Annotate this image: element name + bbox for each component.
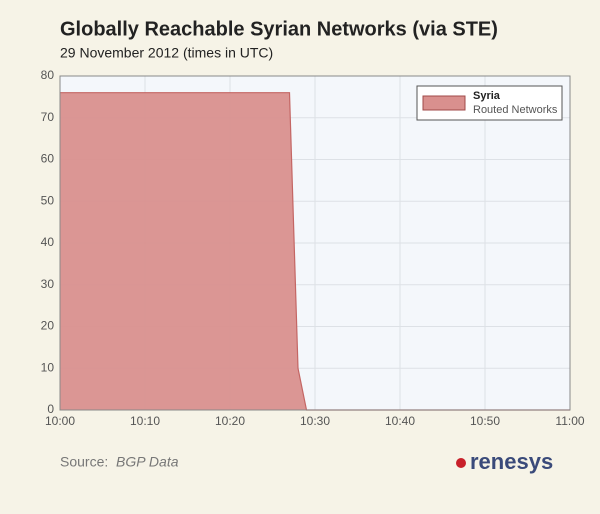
- y-tick-label: 30: [41, 277, 55, 291]
- y-tick-label: 10: [41, 360, 55, 374]
- y-tick-label: 20: [41, 319, 55, 333]
- logo-dot: [456, 458, 466, 468]
- x-tick-label: 10:00: [45, 414, 75, 428]
- y-tick-label: 0: [47, 402, 54, 416]
- chart-subtitle: 29 November 2012 (times in UTC): [60, 45, 273, 61]
- legend-label: Syria: [473, 90, 501, 102]
- x-tick-label: 10:20: [215, 414, 245, 428]
- legend-sublabel: Routed Networks: [473, 104, 558, 116]
- x-tick-label: 10:30: [300, 414, 330, 428]
- y-tick-label: 60: [41, 152, 55, 166]
- area: [60, 92, 570, 410]
- y-tick-label: 40: [41, 235, 55, 249]
- plot-border: [59, 75, 571, 411]
- x-tick-label: 11:00: [555, 414, 584, 428]
- y-tick-label: 50: [41, 193, 55, 207]
- x-tick-label: 10:40: [385, 414, 415, 428]
- x-tick-label: 10:50: [470, 414, 500, 428]
- y-tick-label: 80: [41, 68, 55, 82]
- x-tick-label: 10:10: [130, 414, 160, 428]
- logo: renesys: [470, 449, 553, 474]
- source: BGP Data: [116, 454, 179, 470]
- source-label: Source:: [60, 454, 108, 470]
- legend-swatch: [422, 95, 466, 111]
- chart-title: Globally Reachable Syrian Networks (via …: [60, 18, 498, 40]
- y-tick-label: 70: [41, 110, 55, 124]
